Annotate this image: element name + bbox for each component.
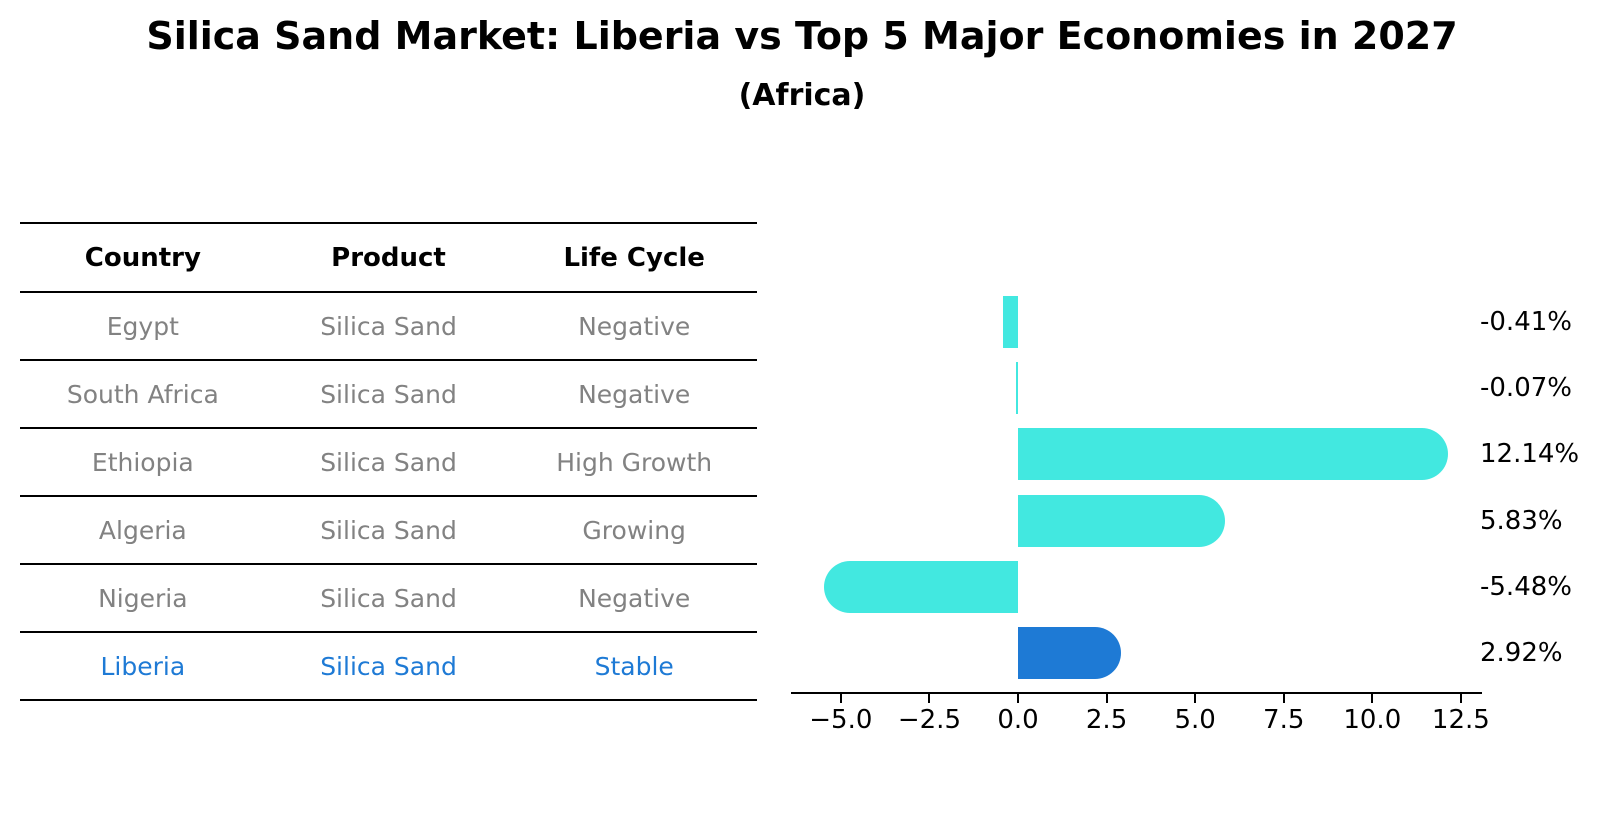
- x-axis-tick: [1017, 694, 1019, 703]
- x-axis-tick-label: 2.5: [1085, 705, 1128, 735]
- x-axis-tick: [1459, 694, 1462, 703]
- table-row: Algeria Silica Sand Growing: [20, 497, 757, 565]
- country-data-table: Country Product Life Cycle Egypt Silica …: [20, 222, 757, 701]
- x-axis-line: [791, 692, 1482, 694]
- header-product: Product: [331, 242, 446, 273]
- x-axis-tick-label: 5.0: [1174, 705, 1216, 735]
- table-row: Nigeria Silica Sand Negative: [20, 565, 757, 633]
- table-row: Ethiopia Silica Sand High Growth: [20, 429, 757, 497]
- bar-value-label-algeria: 5.83%: [1480, 506, 1563, 536]
- cell-life-cycle: Negative: [578, 379, 691, 409]
- x-axis-tick-label: 12.5: [1431, 705, 1490, 735]
- cell-life-cycle: Negative: [578, 311, 691, 341]
- cell-life-cycle: Negative: [578, 583, 691, 613]
- cell-country: Egypt: [106, 311, 179, 341]
- bar-algeria: [1018, 495, 1225, 547]
- x-axis-tick-label: 7.5: [1263, 705, 1305, 735]
- cell-life-cycle: High Growth: [556, 447, 713, 477]
- bar-egypt: [1003, 296, 1018, 348]
- bar-value-label-egypt: -0.41%: [1480, 307, 1572, 337]
- bar-value-label-nigeria: -5.48%: [1480, 572, 1572, 602]
- table-row: South Africa Silica Sand Negative: [20, 361, 757, 429]
- table-row: Egypt Silica Sand Negative: [20, 293, 757, 361]
- bar-nigeria: [823, 561, 1018, 613]
- bar-ethiopia: [1018, 428, 1449, 480]
- bar-value-label-liberia: 2.92%: [1480, 638, 1563, 668]
- table-row-highlighted: Liberia Silica Sand Stable: [20, 633, 757, 701]
- x-axis-tick: [1194, 694, 1197, 703]
- header-life-cycle: Life Cycle: [563, 242, 705, 273]
- cell-country: Ethiopia: [91, 447, 194, 477]
- cell-product: Silica Sand: [320, 651, 457, 681]
- x-axis-tick: [839, 694, 842, 703]
- x-axis-tick: [1105, 694, 1108, 703]
- x-axis-tick-label: −2.5: [897, 705, 961, 735]
- page-title: Silica Sand Market: Liberia vs Top 5 Maj…: [146, 14, 1458, 58]
- cell-product: Silica Sand: [320, 515, 457, 545]
- cell-country: South Africa: [66, 379, 219, 409]
- cell-life-cycle: Stable: [594, 651, 674, 681]
- bar-liberia: [1018, 627, 1122, 679]
- page-subtitle: (Africa): [738, 78, 866, 113]
- table-header-row: Country Product Life Cycle: [20, 224, 757, 293]
- x-axis-tick: [1282, 694, 1285, 703]
- bar-south-africa: [1015, 362, 1018, 414]
- cell-life-cycle: Growing: [582, 515, 686, 545]
- x-axis-tick-label: −5.0: [809, 705, 873, 735]
- cell-country: Nigeria: [98, 583, 188, 613]
- x-axis-tick: [1371, 694, 1374, 703]
- bar-value-label-ethiopia: 12.14%: [1480, 439, 1580, 469]
- cell-product: Silica Sand: [320, 379, 457, 409]
- x-axis-tick-label: 0.0: [997, 705, 1039, 735]
- x-axis-tick-label: 10.0: [1343, 705, 1402, 735]
- x-axis-tick: [928, 694, 931, 703]
- cell-product: Silica Sand: [320, 447, 457, 477]
- cell-country: Liberia: [100, 651, 186, 681]
- cell-product: Silica Sand: [320, 583, 457, 613]
- header-country: Country: [84, 242, 201, 273]
- cell-country: Algeria: [98, 515, 187, 545]
- bar-value-label-south-africa: -0.07%: [1480, 373, 1572, 403]
- cell-product: Silica Sand: [320, 311, 457, 341]
